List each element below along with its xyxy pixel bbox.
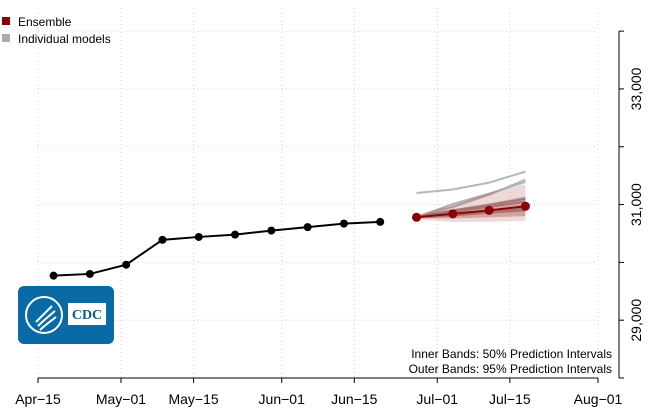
- x-tick-label: May−15: [168, 391, 218, 407]
- observed-line: [53, 220, 381, 277]
- individual-model-line: [416, 181, 526, 219]
- x-tick-label: Jul−01: [416, 391, 458, 407]
- legend-swatch-individual-models: [2, 34, 10, 42]
- ensemble-line: [416, 205, 526, 219]
- observed-point: [49, 271, 58, 280]
- annotation: Inner Bands: 50% Prediction Intervals Ou…: [409, 347, 612, 376]
- legend-label-ensemble: Ensemble: [18, 15, 72, 29]
- ensemble-point: [484, 205, 494, 215]
- observed-point: [303, 223, 312, 232]
- y-tick-label: 29,000: [628, 299, 644, 342]
- observed-point: [376, 217, 385, 226]
- ensemble-point: [448, 209, 458, 219]
- cdc-logo: CDC: [18, 286, 114, 344]
- y-tick-label: 31,000: [628, 183, 644, 226]
- ensemble-point: [520, 201, 530, 211]
- observed-point: [339, 219, 348, 228]
- observed-point: [231, 230, 240, 239]
- ensemble-band-50: [416, 196, 526, 219]
- logo-background: [18, 286, 114, 344]
- ensemble-point: [412, 212, 422, 222]
- x-tick-label: Jun−15: [331, 391, 378, 407]
- observed-point: [267, 226, 276, 235]
- observed-point: [158, 235, 167, 244]
- observed-point: [85, 269, 94, 278]
- individual-model-line: [416, 170, 526, 194]
- observed-point: [122, 260, 131, 269]
- annotation-outer-bands: Outer Bands: 95% Prediction Intervals: [409, 362, 612, 376]
- ensemble-band-95: [416, 184, 526, 222]
- individual-model-line: [416, 197, 526, 219]
- observed-point: [194, 232, 203, 241]
- plot-area: [49, 170, 530, 280]
- legend-swatch-ensemble: [2, 17, 10, 25]
- annotation-inner-bands: Inner Bands: 50% Prediction Intervals: [411, 347, 612, 361]
- x-axis: Apr−15 May−01 May−15 Jun−01 Jun−15 Jul−01 Jul−…: [15, 377, 623, 407]
- legend-label-individual-models: Individual models: [18, 32, 111, 46]
- x-tick-label: Jun−01: [259, 391, 306, 407]
- hhs-eagle-profile: [35, 305, 57, 331]
- x-tick-label: Apr−15: [15, 391, 61, 407]
- legend: Ensemble Individual models: [2, 15, 111, 46]
- x-tick-label: May−01: [96, 391, 146, 407]
- y-axis: 29,000 31,000 33,000: [618, 30, 644, 379]
- cdc-badge: [68, 303, 106, 325]
- x-tick-label: Jul−15: [489, 391, 531, 407]
- logo-text: CDC: [72, 308, 102, 323]
- y-tick-label: 33,000: [628, 67, 644, 110]
- hhs-eagle-icon: [25, 296, 63, 334]
- x-tick-label: Aug−01: [574, 391, 623, 407]
